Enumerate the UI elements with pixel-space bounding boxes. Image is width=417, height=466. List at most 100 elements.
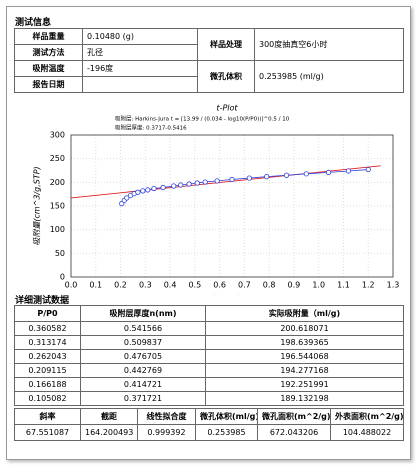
- section-title: 测试信息: [15, 18, 52, 28]
- x-tick-label: 1.3: [387, 281, 400, 290]
- data-point: [124, 195, 130, 201]
- x-axis-label: 吸附层厚度t(nm): [201, 295, 263, 296]
- info-table: 样品重量 0.10480 (g) 样品处理 300度抽真空6小时 测试方法 孔径 吸附温…: [14, 28, 404, 93]
- td: 样品重量: [14, 28, 83, 45]
- cell: 104.488022: [330, 424, 404, 441]
- cell: 164.200493: [80, 424, 138, 441]
- x-tick-label: 0.1: [89, 281, 102, 290]
- y-tick-label: 200: [50, 178, 65, 187]
- cell: 0.253985: [195, 424, 258, 441]
- data-point: [303, 171, 309, 177]
- detail-table: P/P0 吸附层厚度n(nm) 实际吸附量（ml/g) 0.360582 0.54156…: [14, 305, 404, 406]
- td: 报告日期: [14, 76, 83, 93]
- td: 样品处理: [197, 28, 255, 61]
- data-point: [325, 169, 332, 175]
- x-tick-label: 0.5: [188, 281, 201, 290]
- summary-table: 斜率 截距 线性拟合度 微孔体积(ml/g) 微孔面积(m^2/g) 外表面积(m^2/g…: [14, 408, 404, 441]
- data-point: [135, 189, 141, 195]
- report: 测试信息 样品重量 0.10480 (g) 样品处理 300度抽真空6小时 测试方法孔…: [6, 6, 411, 460]
- data-row: 0.360582 0.541566 200.618071: [14, 321, 404, 336]
- tr: 测试方法 孔径: [14, 44, 404, 61]
- data-row: 0.313174 0.509837 198.639365: [14, 335, 404, 350]
- td: -196度: [82, 60, 198, 77]
- y-tick-label: 100: [50, 225, 65, 234]
- cell: 192.251991: [205, 377, 404, 392]
- cell: 200.618071: [205, 321, 404, 336]
- x-tick-label: 0.0: [65, 281, 78, 290]
- plot-frame: [70, 134, 394, 278]
- y-axis-label: 吸附量(cm^3/g,STP): [33, 166, 42, 245]
- header-cell: 吸附层厚度n(nm): [80, 305, 206, 322]
- header-cell: 线性拟合度: [137, 408, 196, 425]
- data-row: 0.262043 0.476705 196.544068: [14, 349, 404, 364]
- td: 孔径: [82, 44, 198, 61]
- header-row: 斜率 截距 线性拟合度 微孔体积(ml/g) 微孔面积(m^2/g) 外表面积(m^2/g…: [14, 408, 404, 425]
- header-cell: 斜率: [14, 408, 81, 425]
- data-point: [145, 187, 151, 193]
- x-tick-label: 1.0: [312, 281, 325, 290]
- data-point: [202, 179, 208, 185]
- chart-title: t-Plot: [216, 104, 238, 113]
- data-point: [214, 178, 220, 184]
- header-cell: 微孔体积(ml/g): [195, 408, 258, 425]
- annotation: 吸附层: Harkins-Jura t = [13.99 / (0.034 - …: [115, 115, 290, 123]
- cell: 0.999392: [137, 424, 196, 441]
- td: [82, 76, 198, 93]
- data-point: [246, 175, 252, 181]
- data-line: [121, 169, 369, 204]
- td: 0.253985 (ml/g): [254, 60, 404, 93]
- y-tick-label: 150: [50, 202, 65, 211]
- data-point: [345, 168, 352, 174]
- tr: 报告日期: [14, 76, 404, 93]
- cell: 0.360582: [14, 321, 81, 336]
- data-point: [140, 188, 146, 194]
- x-tick-label: 0.3: [139, 281, 152, 290]
- header-cell: 外表面积(m^2/g): [330, 408, 404, 425]
- cell: 0.509837: [80, 335, 206, 350]
- td: 测试方法: [14, 44, 83, 61]
- tr: 样品重量 0.10480 (g) 样品处理 300度抽真空6小时: [14, 28, 404, 61]
- chart: t-Plot 吸附层: Harkins-Jura t = [13.99 / (0.…: [33, 104, 400, 296]
- cell: 0.209115: [14, 363, 81, 378]
- x-tick-label: 0.6: [213, 281, 226, 290]
- x-tick-label: 0.7: [238, 281, 251, 290]
- x-tick-label: 1.2: [362, 281, 375, 290]
- x-tick-label: 0.8: [263, 281, 276, 290]
- data-point: [119, 201, 125, 207]
- x-tick-label: 0.4: [164, 281, 177, 290]
- y-tick-label: 0: [60, 273, 65, 282]
- y-tick-label: 50: [55, 249, 65, 258]
- cell: 0.166188: [14, 377, 81, 392]
- cell: 0.313174: [14, 335, 81, 350]
- data-point: [283, 172, 290, 178]
- data-point: [264, 174, 270, 180]
- data-point: [160, 184, 166, 191]
- cell: 67.551087: [14, 424, 81, 441]
- header-cell: 截距: [80, 408, 138, 425]
- y-tick-label: 300: [50, 131, 65, 140]
- data-point: [151, 185, 157, 192]
- data-row: 0.105082 0.371721 189.132198: [14, 391, 404, 406]
- data-point: [229, 176, 235, 183]
- x-tick-label: 0.2: [114, 281, 127, 290]
- data-row: 0.166188 0.414721 192.251991: [14, 377, 404, 392]
- annotation: 吸附层厚度: 0.3717-0.5416: [115, 124, 187, 132]
- cell: 0.414721: [80, 377, 206, 392]
- td: 0.10480 (g): [82, 28, 198, 45]
- cell: 196.544068: [205, 349, 404, 364]
- data-point: [171, 183, 177, 189]
- cell: 189.132198: [205, 391, 404, 406]
- y-tick-label: 250: [50, 154, 65, 163]
- data-row: 67.551087 164.200493 0.999392 0.253985 672.0…: [14, 424, 404, 441]
- header-cell: 微孔面积(m^2/g): [257, 408, 331, 425]
- cell: 0.371721: [80, 391, 206, 406]
- data-row: 0.209115 0.442769 194.277168: [14, 363, 404, 378]
- header-cell: 实际吸附量（ml/g): [205, 305, 404, 322]
- data-point: [186, 181, 192, 187]
- header-row: P/P0 吸附层厚度n(nm) 实际吸附量（ml/g): [14, 305, 404, 322]
- cell: 194.277168: [205, 363, 404, 378]
- fit-line: [70, 165, 381, 199]
- tbody: 样品重量 0.10480 (g) 样品处理 300度抽真空6小时 测试方法 孔径 吸附温…: [14, 28, 404, 93]
- cell: 0.262043: [14, 349, 81, 364]
- td: 微孔体积: [197, 60, 255, 93]
